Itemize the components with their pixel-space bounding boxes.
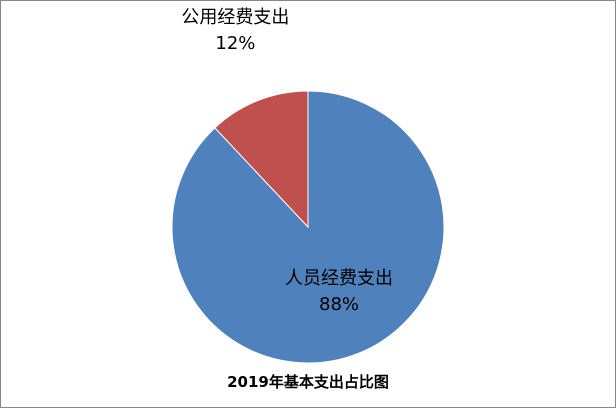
data-label: 人员经费支出 <box>285 268 394 290</box>
value-label: 88% <box>319 294 360 316</box>
label-group: 人员经费支出 88% <box>284 266 394 318</box>
value-label: 12% <box>215 32 256 54</box>
pie-slice <box>214 90 309 229</box>
label-group: 公用经费支出 12% <box>180 5 290 57</box>
data-label: 公用经费支出 <box>181 6 290 28</box>
chart-title: 2019年基本支出占比图 <box>227 373 389 391</box>
